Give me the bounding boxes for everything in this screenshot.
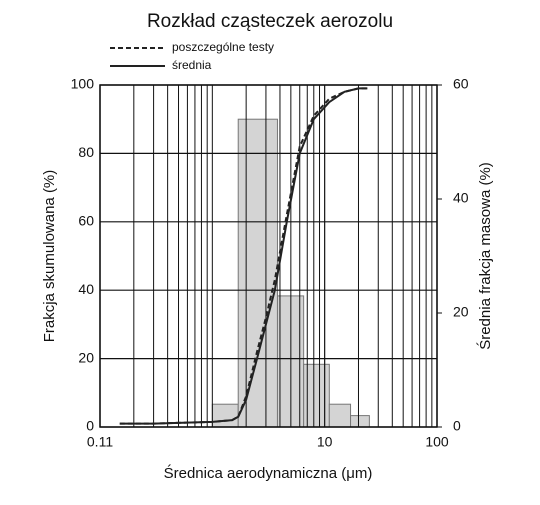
bar	[237, 118, 278, 428]
y2-tick-label: 20	[453, 304, 469, 320]
y-axis-label: Frakcja skumulowana (%)	[41, 170, 58, 343]
x-axis-label: Średnica aerodynamiczna (μm)	[164, 464, 373, 482]
y-tick-label: 20	[78, 349, 94, 365]
legend-label: średnia	[172, 58, 212, 72]
bar	[211, 403, 239, 428]
y-tick-label: 80	[78, 144, 94, 160]
x-tick-label: 10	[317, 434, 333, 450]
y2-axis-label: Średnia frakcja masowa (%)	[476, 162, 494, 350]
y-tick-label: 40	[78, 281, 94, 297]
cumulative-line	[119, 87, 368, 425]
y-tick-label: 60	[78, 213, 94, 229]
bar	[328, 403, 352, 428]
y-tick-label: 0	[86, 418, 94, 434]
bar	[350, 415, 370, 428]
y-tick-label: 100	[71, 76, 95, 92]
chart-title: Rozkład cząsteczek aerozolu	[147, 11, 393, 32]
y2-tick-label: 0	[453, 418, 461, 434]
legend-label: poszczególne testy	[172, 40, 274, 54]
y2-tick-label: 40	[453, 190, 469, 206]
y2-tick-label: 60	[453, 76, 469, 92]
x-tick-label: 100	[425, 434, 449, 450]
plot-frame	[99, 84, 438, 428]
x-tick-label: 0.11	[87, 434, 113, 450]
cumulative-line	[119, 87, 368, 425]
